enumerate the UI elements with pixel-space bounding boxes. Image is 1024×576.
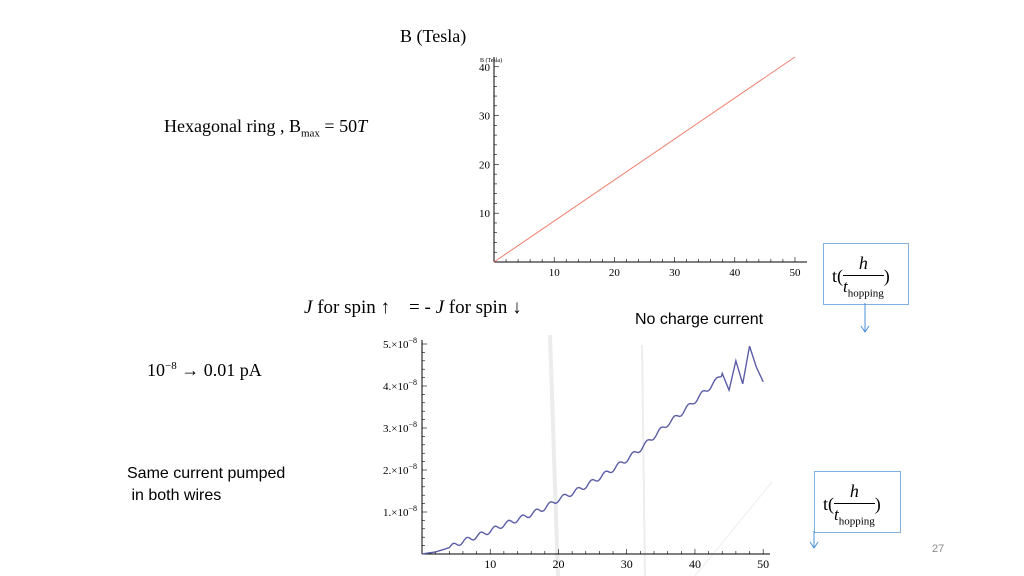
x-tick-label: 50 [757,557,769,571]
x-tick-label: 10 [549,267,561,279]
no-charge-current-label: No charge current [635,311,764,328]
y-tick-label: 40 [479,62,491,74]
legend-bottom-num: h [849,481,859,501]
spin-j1: J [304,297,313,318]
y-tick-label: 4.×10−8 [383,378,417,393]
scale-exp: −8 [165,360,177,372]
legend-top-den-sub: hopping [847,287,884,300]
spin-current-line [421,345,764,555]
scale-base: 10 [147,360,165,380]
legend-box-top: t(h thopping) [823,243,909,305]
y-tick-label: 30 [479,111,491,123]
page-number: 27 [932,543,945,555]
scale-note: 10−8 → 0.01 pA [147,360,262,381]
legend-bottom-suffix: ) [874,493,881,514]
legend-top-fraction: h thopping [843,253,884,302]
legend-box-bottom: t(h thopping) [814,471,901,533]
b-tesla-label: B (Tesla) [400,26,467,46]
same-current-line-2: in both wires [127,487,222,504]
legend-top-prefix: t( [832,265,843,286]
current-chart: 10 20 30 40 50 1.×10−8 2.×10−8 3.×10−8 4.×10−8 5.… [383,334,773,576]
spin-eq: = - [409,297,431,318]
same-current-note: Same current pumped in both wires [127,463,285,507]
spin-j2: J [435,297,444,318]
x-tick-label: 20 [609,267,621,279]
x-tick-label: 40 [689,557,701,571]
x-tick-label: 20 [552,557,564,571]
y-tick-label: 2.×10−8 [383,462,417,477]
y-tick-label: 10 [479,208,491,220]
spin-equation: J for spin ↑ = - J for spin ↓ [304,297,522,319]
hex-ring-unit: T [357,116,368,136]
hex-ring-eq: = 50 [324,116,358,136]
y-tick-label: 3.×10−8 [383,420,417,435]
legend-bottom-fraction: h thopping [834,481,875,530]
y-tick-label: 1.×10−8 [383,504,417,519]
x-tick-label: 10 [484,557,496,571]
legend-bottom-den-sub: hopping [838,515,875,528]
legend-bottom-den: t [834,505,839,524]
legend-top-den: t [843,277,848,296]
legend-bottom-prefix: t( [823,493,834,514]
same-current-line-1: Same current pumped [127,465,286,482]
scale-rest: → 0.01 pA [181,360,262,380]
hexagonal-ring-label: Hexagonal ring , Bmax = 50T [164,116,367,140]
x-tick-label: 30 [621,557,633,571]
legend-top-suffix: ) [883,265,890,286]
spin-up-text: for spin ↑ [317,297,391,318]
x-tick-label: 50 [789,267,801,279]
hex-ring-text: Hexagonal ring , B [164,116,301,136]
arrow-down-icon [860,303,870,333]
x-tick-label: 30 [669,267,681,279]
y-axis-label: B (Tesla) [480,57,502,64]
legend-top-num: h [858,253,868,273]
hex-ring-sub: max [300,127,320,140]
y-tick-label: 20 [479,159,491,171]
x-tick-label: 40 [729,267,741,279]
spin-down-text: for spin ↓ [448,297,522,318]
y-tick-label: 5.×10−8 [383,336,417,351]
arrow-down-icon [809,531,819,549]
b-field-line [493,56,796,263]
